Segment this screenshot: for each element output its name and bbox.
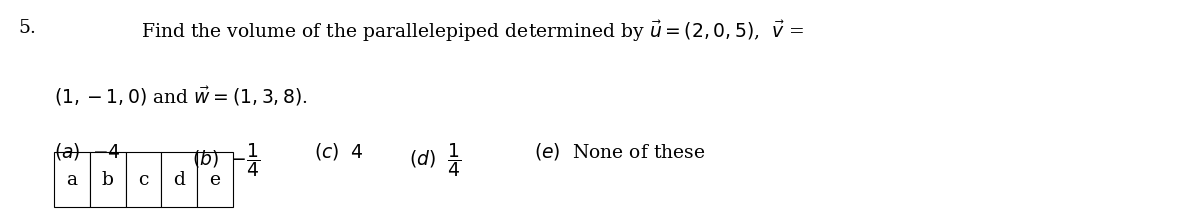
Text: c: c xyxy=(138,171,149,189)
Bar xyxy=(126,152,162,207)
Bar xyxy=(197,152,233,207)
Text: $(c)$  $4$: $(c)$ $4$ xyxy=(314,141,364,162)
Text: $(b)$  $-\dfrac{1}{4}$: $(b)$ $-\dfrac{1}{4}$ xyxy=(192,141,260,179)
Text: d: d xyxy=(174,171,185,189)
Text: $(e)$  None of these: $(e)$ None of these xyxy=(534,141,706,162)
Bar xyxy=(162,152,197,207)
Text: $(a)$  $-4$: $(a)$ $-4$ xyxy=(54,141,121,162)
Bar xyxy=(90,152,126,207)
Text: 5.: 5. xyxy=(18,19,36,37)
Text: b: b xyxy=(102,171,114,189)
Text: Find the volume of the parallelepiped determined by $\vec{u} = (2,0,5)$,  $\vec{: Find the volume of the parallelepiped de… xyxy=(142,19,804,44)
Text: a: a xyxy=(66,171,78,189)
Text: e: e xyxy=(210,171,221,189)
Bar xyxy=(54,152,90,207)
Text: $(1,-1,0)$ and $\vec{w} = (1,3,8)$.: $(1,-1,0)$ and $\vec{w} = (1,3,8)$. xyxy=(54,85,308,108)
Text: $(d)$  $\dfrac{1}{4}$: $(d)$ $\dfrac{1}{4}$ xyxy=(409,141,462,179)
